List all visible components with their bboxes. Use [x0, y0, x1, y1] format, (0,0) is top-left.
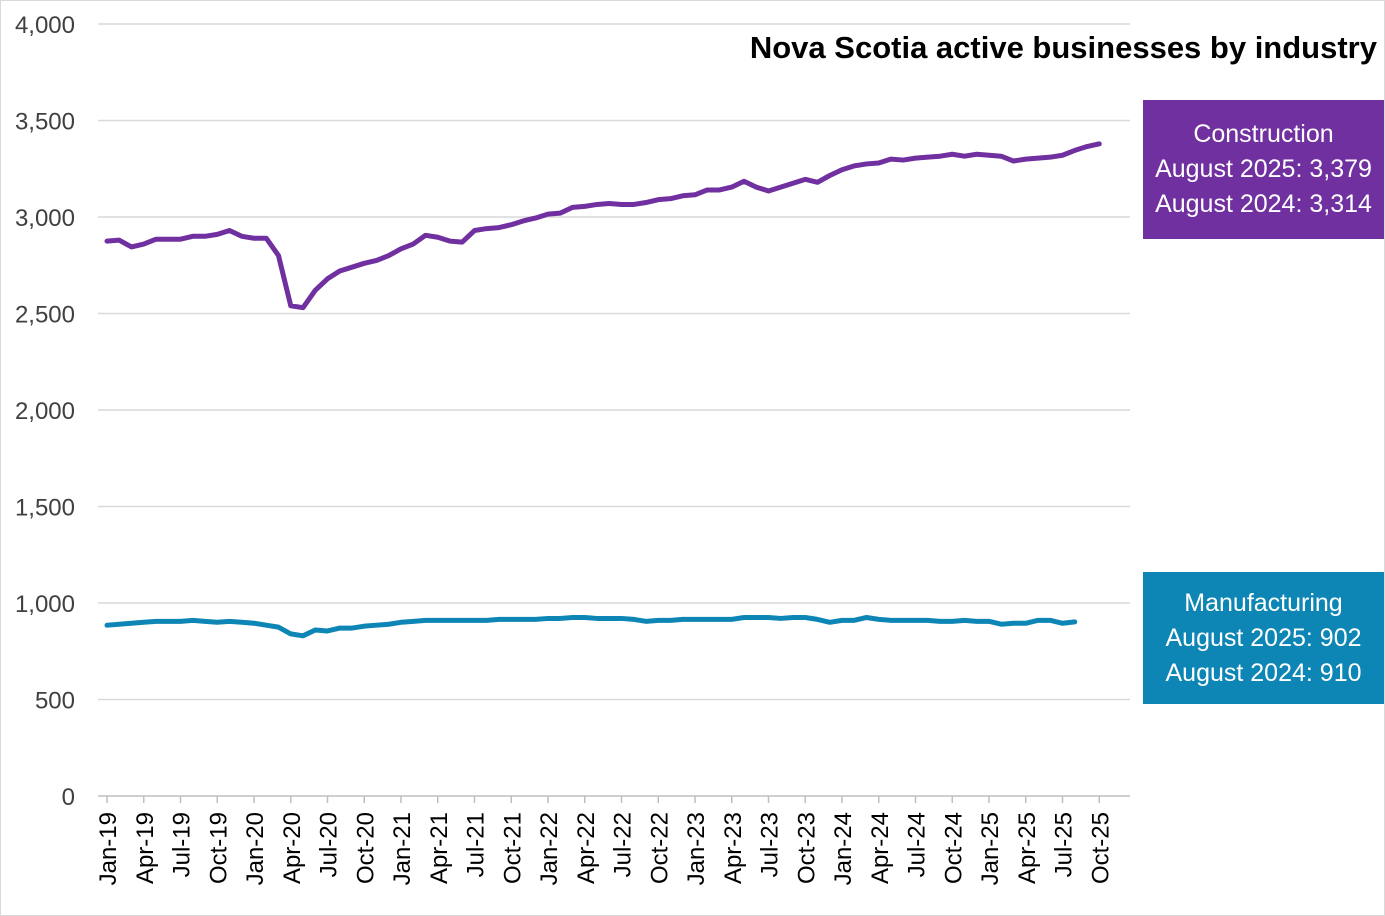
y-tick-label: 3,500 [15, 109, 75, 136]
construction-callout-name: Construction [1193, 120, 1334, 148]
x-tick-label: Oct-19 [205, 812, 232, 884]
manufacturing-callout-2024: August 2024: 910 [1165, 659, 1362, 687]
x-axis-labels: Jan-19 Apr-19 Jul-19 Oct-19 Jan-20 Apr-20 Jul-… [95, 812, 1114, 885]
x-tick-label: Jul-20 [316, 812, 343, 877]
x-tick-label: Apr-25 [1014, 812, 1041, 884]
x-tick-label: Jan-22 [536, 812, 563, 885]
chart-title: Nova Scotia active businesses by industr… [749, 30, 1377, 65]
x-tick-label: Apr-19 [132, 812, 159, 884]
x-tick-label: Jan-25 [977, 812, 1004, 885]
x-tick-label: Oct-24 [940, 812, 967, 884]
x-tick-label: Apr-24 [867, 812, 894, 884]
y-tick-label: 2,500 [15, 302, 75, 329]
y-tick-label: 0 [62, 784, 75, 811]
x-tick-label: Jul-25 [1051, 812, 1078, 877]
series-line-construction [104, 141, 1102, 311]
x-tick-label: Oct-23 [793, 812, 820, 884]
x-tick-label: Oct-25 [1087, 812, 1114, 884]
x-tick-label: Jul-19 [169, 812, 196, 877]
manufacturing-callout-name: Manufacturing [1184, 589, 1343, 617]
x-tick-label: Jul-22 [610, 812, 637, 877]
x-tick-label: Jan-20 [242, 812, 269, 885]
x-tick-label: Jan-21 [389, 812, 416, 885]
y-tick-label: 2,000 [15, 398, 75, 425]
manufacturing-callout: Manufacturing August 2025: 902 August 20… [1143, 572, 1384, 704]
x-tick-label: Jan-19 [95, 812, 122, 885]
y-tick-label: 1,500 [15, 495, 75, 522]
series-lines [104, 141, 1102, 639]
x-axis [98, 795, 1130, 803]
y-tick-label: 1,000 [15, 591, 75, 618]
y-tick-label: 500 [35, 688, 75, 715]
x-tick-label: Jan-24 [830, 812, 857, 885]
construction-callout: Construction August 2025: 3,379 August 2… [1143, 100, 1384, 239]
x-tick-label: Jul-23 [757, 812, 784, 877]
x-tick-label: Oct-20 [352, 812, 379, 884]
manufacturing-callout-2025: August 2025: 902 [1165, 624, 1362, 652]
x-tick-label: Oct-22 [646, 812, 673, 884]
x-tick-label: Apr-21 [426, 812, 453, 884]
x-tick-label: Jul-24 [904, 812, 931, 877]
x-tick-label: Apr-23 [720, 812, 747, 884]
x-tick-label: Oct-21 [499, 812, 526, 884]
gridlines [98, 23, 1130, 701]
x-tick-label: Jul-21 [463, 812, 490, 877]
x-tick-label: Jan-23 [683, 812, 710, 885]
y-axis-labels: 0 500 1,000 1,500 2,000 2,500 3,000 3,500 4,000 [15, 12, 75, 811]
construction-callout-2025: August 2025: 3,379 [1155, 155, 1372, 183]
x-tick-label: Apr-22 [573, 812, 600, 884]
construction-callout-2024: August 2024: 3,314 [1155, 190, 1372, 218]
y-tick-label: 4,000 [15, 12, 75, 39]
x-tick-label: Apr-20 [279, 812, 306, 884]
y-tick-label: 3,000 [15, 205, 75, 232]
series-line-manufacturing [104, 614, 1078, 639]
